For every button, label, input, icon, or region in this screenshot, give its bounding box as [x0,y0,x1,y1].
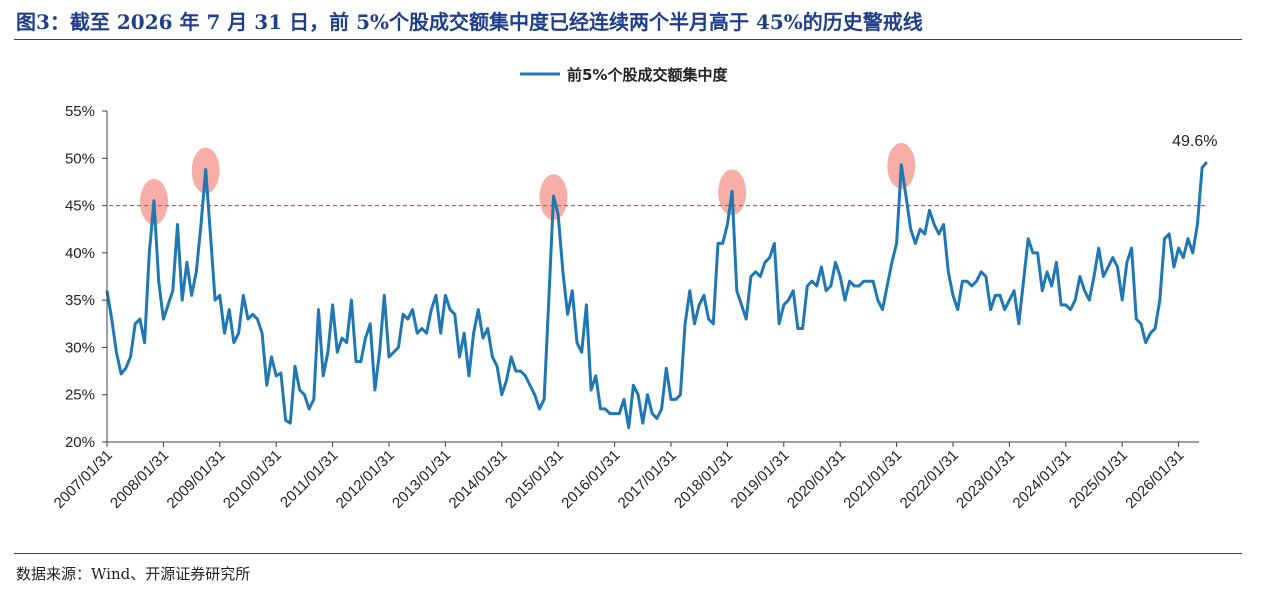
source-divider [14,553,1242,554]
y-tick-label: 35% [65,292,95,309]
figure-title: 图3：截至 2026 年 7 月 31 日，前 5%个股成交额集中度已经连续两个… [16,10,923,34]
y-tick-label: 55% [65,103,95,120]
data-source: 数据来源：Wind、开源证券研究所 [16,565,251,583]
y-tick-label: 20% [65,434,95,451]
x-tick-label: 2014/01/31 [446,447,511,512]
end-value-label: 49.6% [1172,133,1217,150]
x-axis-ticks: 2007/01/312008/01/312009/01/312010/01/31… [51,442,1187,512]
x-tick-label: 2019/01/31 [728,447,793,512]
x-tick-label: 2016/01/31 [558,447,623,512]
x-tick-label: 2007/01/31 [51,447,116,512]
x-tick-label: 2013/01/31 [389,447,454,512]
x-tick-label: 2018/01/31 [671,447,736,512]
x-tick-label: 2010/01/31 [220,447,285,512]
x-tick-label: 2008/01/31 [107,447,172,512]
legend-label: 前5%个股成交额集中度 [567,66,728,84]
x-tick-label: 2009/01/31 [164,447,229,512]
x-tick-label: 2021/01/31 [840,447,905,512]
axes [106,111,1199,443]
series-line [105,161,1208,430]
x-tick-label: 2020/01/31 [784,447,849,512]
y-tick-label: 40% [65,245,95,262]
x-tick-label: 2015/01/31 [502,447,567,512]
y-tick-label: 25% [65,387,95,404]
title-divider [14,39,1242,40]
x-tick-label: 2024/01/31 [1010,447,1075,512]
y-tick-label: 45% [65,198,95,215]
x-tick-label: 2012/01/31 [333,447,398,512]
x-tick-label: 2022/01/31 [897,447,962,512]
x-tick-label: 2025/01/31 [1066,447,1131,512]
x-tick-label: 2011/01/31 [277,447,341,511]
x-tick-label: 2023/01/31 [953,447,1018,512]
x-tick-label: 2017/01/31 [615,447,680,512]
chart-legend: 前5%个股成交额集中度 [520,66,728,84]
x-tick-label: 2026/01/31 [1122,447,1187,512]
y-tick-label: 50% [65,150,95,167]
highlight-markers [140,142,916,225]
y-axis-ticks: 20% 25% 30% 35% 40% 45% 50% 55% [65,103,107,451]
y-tick-label: 30% [65,339,95,356]
